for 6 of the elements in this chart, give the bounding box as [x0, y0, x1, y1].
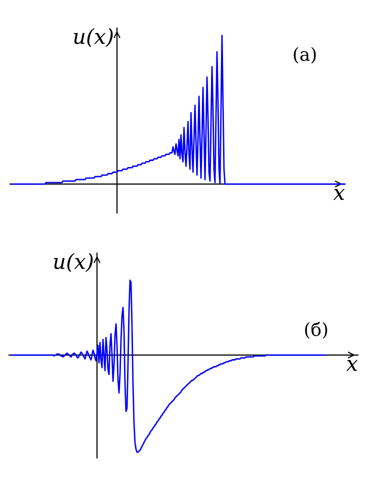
y-axis-title: u(x) [54, 253, 93, 272]
y-axis-title: u(x) [74, 28, 113, 48]
x-axis-title: x [346, 360, 358, 371]
x-axis-title: x [333, 189, 345, 200]
annotation: (а) [294, 47, 316, 64]
annotation: (б) [305, 322, 328, 339]
